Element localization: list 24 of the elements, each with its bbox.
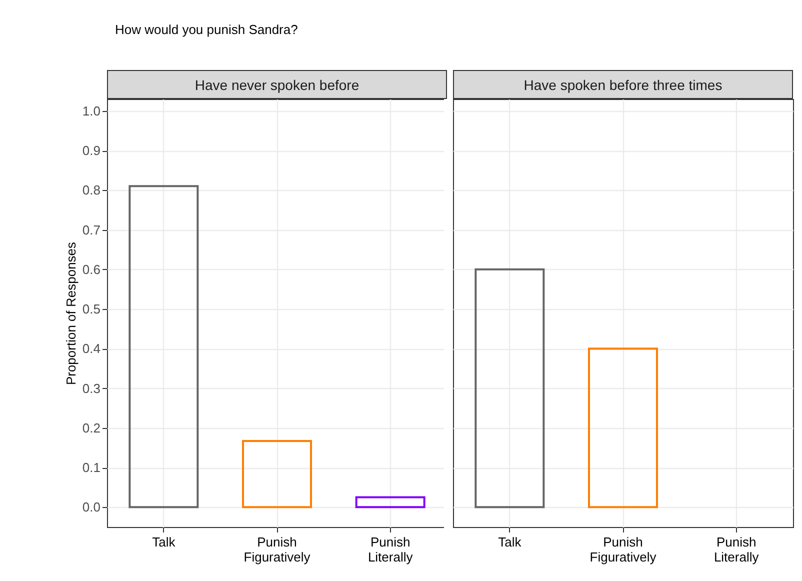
x-tick-label: Punish Literally bbox=[714, 534, 760, 564]
y-axis-title: Proportion of Responses bbox=[63, 241, 78, 386]
y-tick-label: 0.7 bbox=[82, 222, 100, 238]
y-tick-label: 0.2 bbox=[82, 420, 100, 436]
chart-title: How would you punish Sandra? bbox=[115, 22, 298, 37]
y-tick-label: 0.4 bbox=[82, 341, 100, 356]
bar bbox=[355, 496, 426, 508]
y-tick-label: 0.0 bbox=[82, 500, 100, 515]
y-tick-label: 1.0 bbox=[82, 103, 100, 118]
bar bbox=[128, 185, 199, 508]
x-tick-label: Talk bbox=[498, 534, 522, 550]
chart-subtitle: Have spoken before three times bbox=[453, 70, 793, 99]
x-tick-label: Punish Figuratively bbox=[590, 534, 657, 564]
y-tick-label: 0.5 bbox=[82, 302, 100, 317]
y-tick-label: 0.3 bbox=[82, 380, 100, 396]
x-tick-label: Punish Literally bbox=[368, 534, 414, 564]
y-tick-label: 0.8 bbox=[82, 182, 100, 198]
x-tick-label: Punish Figuratively bbox=[244, 534, 311, 564]
x-tick-label: Talk bbox=[152, 534, 176, 550]
chart-subtitle: Have never spoken before bbox=[107, 70, 447, 99]
y-tick-label: 0.1 bbox=[82, 460, 100, 476]
bar bbox=[242, 440, 312, 508]
y-tick-label: 0.6 bbox=[82, 262, 100, 277]
y-tick-label: 0.9 bbox=[82, 143, 100, 158]
